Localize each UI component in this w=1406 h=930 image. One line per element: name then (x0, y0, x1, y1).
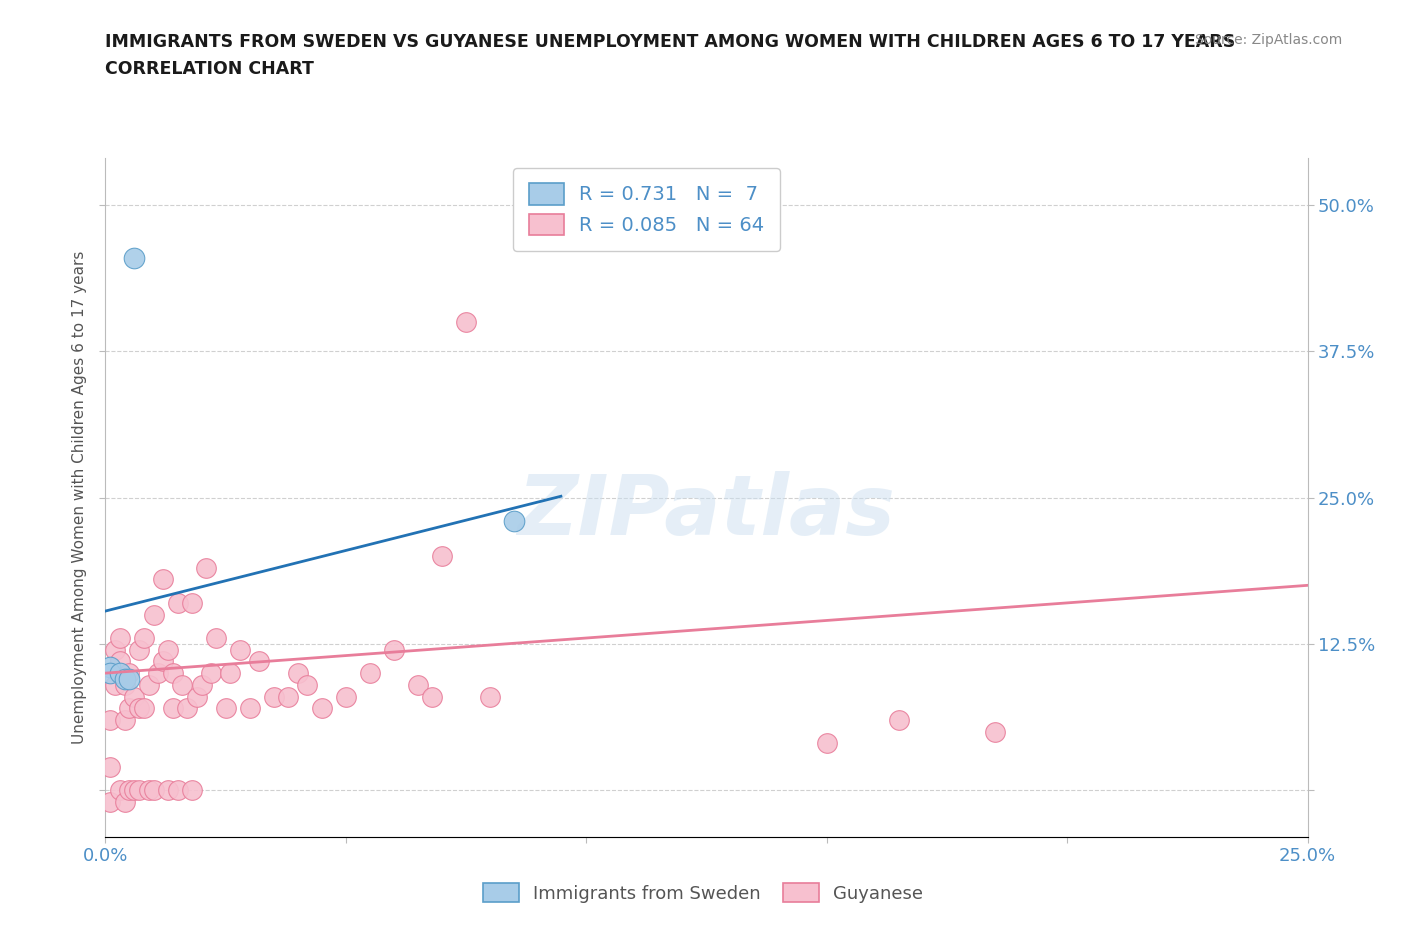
Point (297, 677, 319, 692)
Point (335, 689, 357, 704)
Text: Source: ZipAtlas.com: Source: ZipAtlas.com (1195, 33, 1343, 46)
Point (156, 643, 179, 658)
Text: ZIPatlas: ZIPatlas (517, 471, 896, 551)
Point (162, 701, 184, 716)
Point (142, 607, 165, 622)
Point (114, 794, 136, 809)
Point (205, 631, 228, 645)
Point (382, 643, 405, 658)
Point (114, 712, 136, 727)
Point (114, 677, 136, 692)
Point (98, 712, 121, 727)
Point (263, 689, 285, 704)
Point (152, 654, 174, 669)
Point (887, 712, 910, 727)
Point (156, 783, 179, 798)
Point (190, 677, 212, 692)
Point (98, 660, 121, 675)
Point (166, 783, 188, 798)
Point (277, 689, 299, 704)
Point (124, 250, 146, 265)
Point (138, 783, 160, 798)
Point (214, 701, 236, 716)
Point (172, 677, 194, 692)
Point (229, 643, 252, 658)
Point (148, 666, 170, 681)
Point (132, 631, 155, 645)
Point (138, 677, 160, 692)
Point (454, 314, 477, 329)
Point (128, 783, 150, 798)
Point (124, 783, 146, 798)
Point (104, 677, 127, 692)
Point (118, 671, 141, 686)
Point (186, 689, 208, 704)
Point (108, 666, 131, 681)
Point (108, 631, 131, 645)
Point (98, 666, 121, 681)
Point (118, 783, 141, 798)
Point (124, 689, 146, 704)
Point (98, 759, 121, 774)
Point (162, 666, 184, 681)
Point (815, 736, 838, 751)
Point (114, 671, 136, 686)
Point (104, 643, 127, 658)
Point (239, 701, 262, 716)
Point (181, 783, 204, 798)
Point (359, 666, 381, 681)
Point (479, 689, 502, 704)
Point (128, 701, 150, 716)
Point (118, 701, 141, 716)
Point (406, 677, 429, 692)
Point (132, 701, 155, 716)
Point (503, 513, 526, 528)
Point (176, 701, 198, 716)
Y-axis label: Unemployment Among Women with Children Ages 6 to 17 years: Unemployment Among Women with Children A… (72, 251, 87, 744)
Point (142, 783, 165, 798)
Point (98, 794, 121, 809)
Legend: Immigrants from Sweden, Guyanese: Immigrants from Sweden, Guyanese (474, 873, 932, 911)
Point (118, 666, 141, 681)
Point (181, 595, 204, 610)
Text: IMMIGRANTS FROM SWEDEN VS GUYANESE UNEMPLOYMENT AMONG WOMEN WITH CHILDREN AGES 6: IMMIGRANTS FROM SWEDEN VS GUYANESE UNEMP… (105, 33, 1236, 50)
Point (984, 724, 1007, 739)
Legend: R = 0.731   N =  7, R = 0.085   N = 64: R = 0.731 N = 7, R = 0.085 N = 64 (513, 167, 780, 251)
Point (311, 701, 333, 716)
Point (287, 666, 309, 681)
Point (430, 549, 453, 564)
Point (422, 689, 444, 704)
Point (219, 666, 242, 681)
Point (247, 654, 270, 669)
Point (128, 643, 150, 658)
Point (108, 783, 131, 798)
Point (152, 572, 174, 587)
Text: CORRELATION CHART: CORRELATION CHART (105, 60, 315, 78)
Point (200, 666, 222, 681)
Point (108, 654, 131, 669)
Point (195, 561, 218, 576)
Point (166, 595, 188, 610)
